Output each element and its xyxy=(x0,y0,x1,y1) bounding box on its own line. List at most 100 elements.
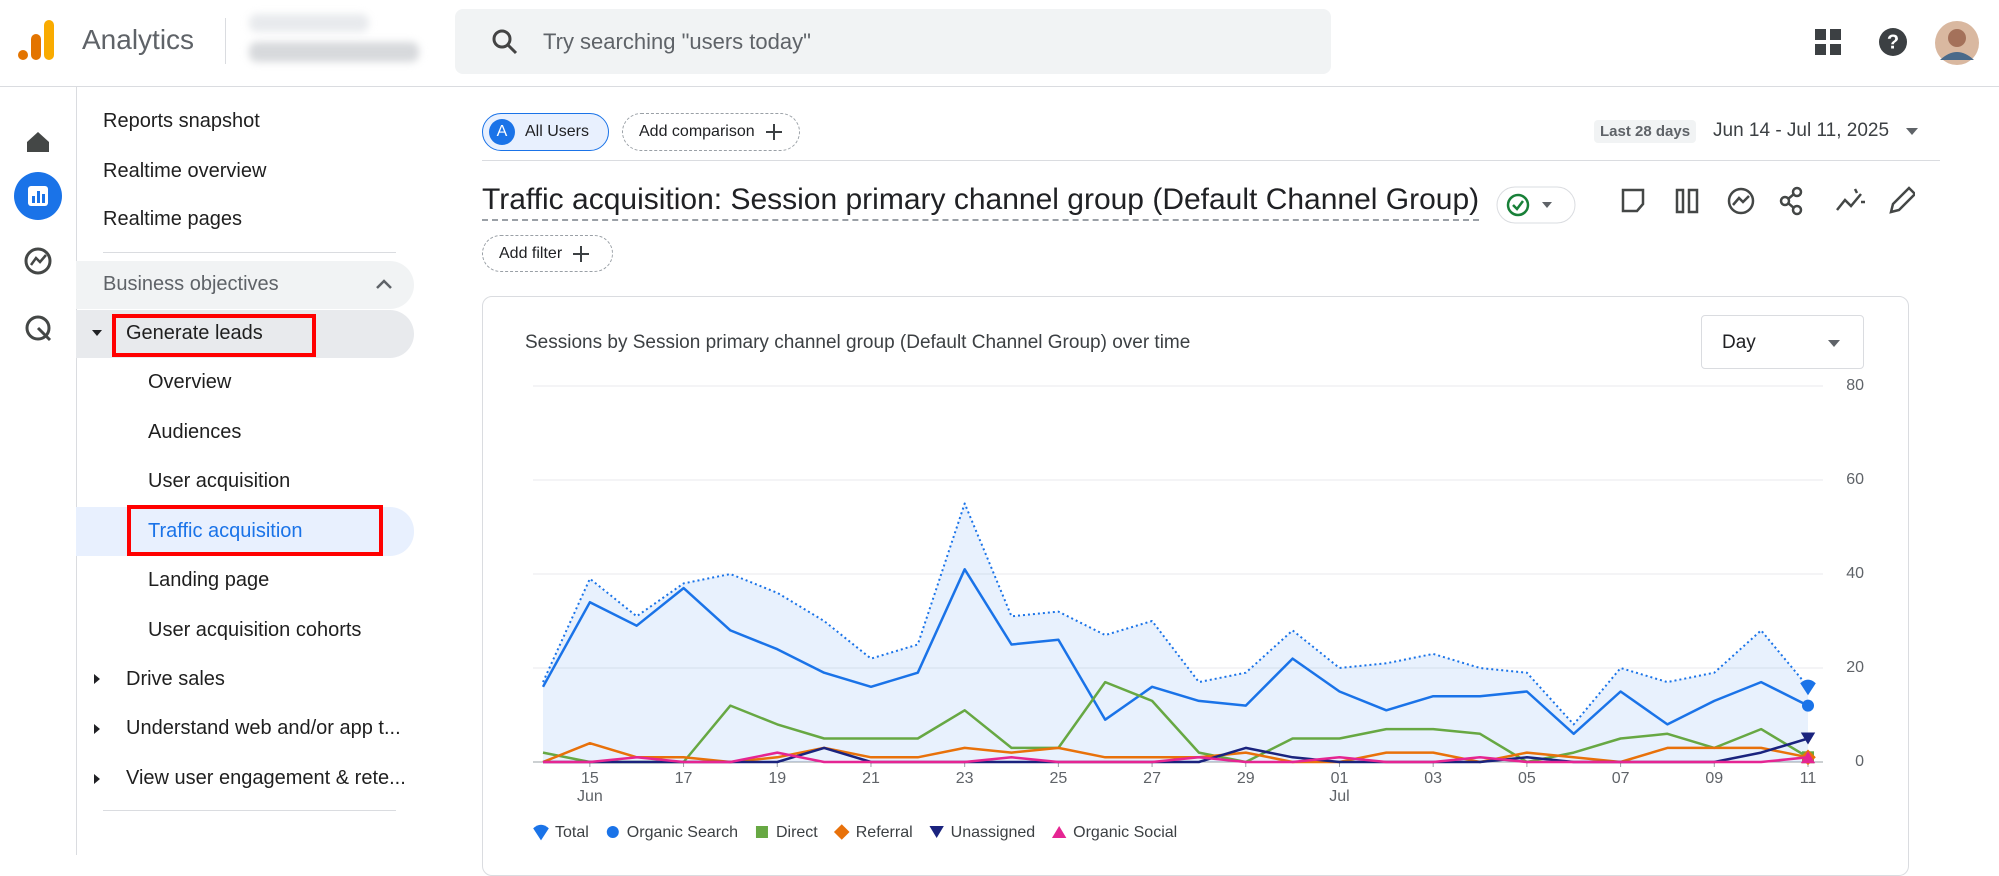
nav-subitem-active[interactable]: Traffic acquisition xyxy=(148,520,303,542)
highlight-box xyxy=(127,505,383,556)
search-box[interactable] xyxy=(455,9,1331,74)
search-placeholder: Try searching "users today" xyxy=(543,29,811,54)
x-tick-label: 09 xyxy=(1705,770,1723,787)
help-icon[interactable]: ? xyxy=(1877,26,1909,58)
rail-border xyxy=(76,87,77,855)
nav-group[interactable]: Understand web and/or app t... xyxy=(126,717,401,739)
rail-icons[interactable] xyxy=(0,100,76,360)
expand-arrow xyxy=(92,330,102,336)
section-bg xyxy=(76,261,414,309)
line xyxy=(542,502,1809,726)
nav-group[interactable]: Drive sales xyxy=(126,668,225,690)
date-label: Last 28 days xyxy=(1594,120,1697,143)
end-marker xyxy=(1800,679,1816,696)
group-bg xyxy=(76,310,414,358)
property-blur xyxy=(249,42,419,62)
report-title: Traffic acquisition: Session primary cha… xyxy=(482,183,1480,221)
legend-item[interactable]: Total xyxy=(533,824,589,841)
segment-badge: A xyxy=(489,119,515,145)
legend-item[interactable]: Referral xyxy=(833,824,913,841)
svg-text:?: ? xyxy=(1887,31,1899,53)
add-comparison[interactable]: Add comparison xyxy=(622,113,800,151)
y-tick-label: 60 xyxy=(1846,471,1864,488)
x-month-label: Jun xyxy=(577,788,603,805)
chart-plot: 0 20 40 60 80 15 17 19 21 23 25 27 29 01 03 05 07 09 11 Jun… xyxy=(533,377,1864,841)
legend-item[interactable]: Organic Search xyxy=(606,824,738,841)
x-tick-label: 23 xyxy=(956,770,974,787)
x-month-label: Jul xyxy=(1329,788,1349,805)
app-name: Analytics xyxy=(82,24,195,55)
legend-marker xyxy=(533,824,549,841)
granularity-arrow xyxy=(1828,340,1840,347)
x-tick-label: 03 xyxy=(1424,770,1442,787)
legend-label: Organic Social xyxy=(1073,824,1177,841)
legend-label: Referral xyxy=(856,824,913,841)
status-chip[interactable] xyxy=(1496,186,1576,224)
collapse-icon[interactable] xyxy=(374,276,394,292)
add-filter-label: Add filter xyxy=(499,244,563,262)
plus-icon xyxy=(765,124,782,140)
legend-marker xyxy=(1051,826,1067,838)
divider xyxy=(103,252,396,253)
x-tick-label: 01 xyxy=(1331,770,1349,787)
add-comparison-label: Add comparison xyxy=(639,123,755,140)
y-tick-label: 80 xyxy=(1846,377,1864,394)
legend-marker xyxy=(755,826,768,838)
segment-chip[interactable]: A All Users xyxy=(482,113,609,151)
legend-item[interactable]: Direct xyxy=(755,824,818,841)
y-tick-label: 20 xyxy=(1846,659,1864,676)
legend-item[interactable]: Organic Social xyxy=(1051,824,1177,841)
collapsed-arrows xyxy=(94,674,100,784)
section-title[interactable]: Business objectives xyxy=(103,273,279,295)
nav-subitem[interactable]: User acquisition cohorts xyxy=(148,619,362,641)
active-bg xyxy=(76,507,414,556)
legend-item[interactable]: Unassigned xyxy=(929,824,1035,841)
x-tick-label: 15 xyxy=(581,770,599,787)
segment-name: All Users xyxy=(525,123,590,140)
x-tick-label: 27 xyxy=(1143,770,1161,787)
avatar[interactable] xyxy=(1934,20,1980,66)
legend-marker xyxy=(606,826,619,838)
date-range[interactable]: Jun 14 - Jul 11, 2025 xyxy=(1713,120,1890,141)
y-tick-label: 40 xyxy=(1846,565,1864,582)
search-icon xyxy=(492,29,518,55)
legend-marker xyxy=(833,824,850,840)
account-blur xyxy=(249,14,369,32)
nav-group[interactable]: View user engagement & rete... xyxy=(126,767,406,789)
line xyxy=(542,741,1809,764)
nav-subitem[interactable]: Landing page xyxy=(148,569,270,591)
x-tick-label: 11 xyxy=(1800,770,1817,787)
granularity-value: Day xyxy=(1722,332,1756,353)
nav-item[interactable]: Reports snapshot xyxy=(103,110,260,132)
date-dropdown[interactable] xyxy=(1904,125,1920,137)
highlight-box xyxy=(112,314,316,357)
nav-subitem[interactable]: Audiences xyxy=(148,421,242,443)
line xyxy=(541,568,1809,736)
line xyxy=(542,680,1809,764)
end-marker xyxy=(1802,699,1814,712)
report-actions[interactable] xyxy=(1615,184,1915,218)
chart-title: Sessions by Session primary channel grou… xyxy=(525,332,1191,353)
divider xyxy=(103,810,396,811)
x-tick-label: 21 xyxy=(862,770,880,787)
end-marker xyxy=(1800,751,1816,764)
area xyxy=(543,503,1808,762)
x-tick-label: 07 xyxy=(1612,770,1630,787)
y-tick-label: 0 xyxy=(1855,753,1864,770)
legend-label: Direct xyxy=(776,824,818,841)
nav-item[interactable]: Realtime overview xyxy=(103,160,267,182)
add-filter[interactable]: Add filter xyxy=(482,235,613,272)
granularity-select[interactable] xyxy=(1701,315,1864,369)
logo[interactable] xyxy=(18,18,58,62)
x-tick-label: 05 xyxy=(1518,770,1536,787)
nav-subitem[interactable]: User acquisition xyxy=(148,470,291,492)
separator xyxy=(225,18,226,64)
legend-label: Organic Search xyxy=(627,824,738,841)
top-bar xyxy=(0,0,1999,87)
nav-subitem[interactable]: Overview xyxy=(148,371,232,393)
nav-item[interactable]: Realtime pages xyxy=(103,208,242,230)
apps-icon[interactable] xyxy=(1813,27,1843,57)
legend-marker xyxy=(929,826,944,838)
nav-group[interactable]: Generate leads xyxy=(126,322,263,344)
